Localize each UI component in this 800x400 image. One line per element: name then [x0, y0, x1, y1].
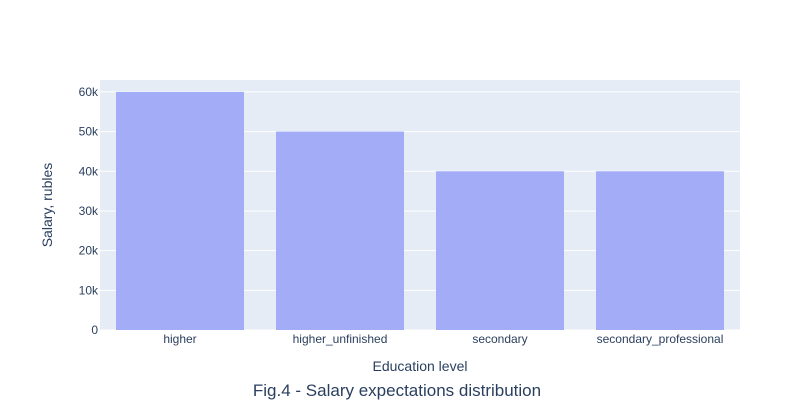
y-tick-label: 50k	[79, 125, 99, 139]
bar-secondary	[436, 171, 564, 330]
y-tick-label: 10k	[79, 283, 99, 297]
bar-secondary-professional	[596, 171, 724, 330]
y-axis-ticks: 0 10k 20k 30k 40k 50k 60k	[79, 85, 99, 337]
bar-higher-unfinished	[276, 131, 404, 330]
x-tick-label: higher	[163, 332, 196, 346]
figure-caption: Fig.4 - Salary expectations distribution	[253, 381, 541, 400]
bars	[116, 91, 724, 331]
x-axis-title: Education level	[373, 358, 468, 374]
y-tick-label: 20k	[79, 244, 99, 258]
y-tick-label: 30k	[79, 204, 99, 218]
y-tick-label: 60k	[79, 85, 99, 99]
x-axis-ticks: higher higher_unfinished secondary secondar…	[163, 332, 723, 346]
y-tick-label: 40k	[79, 164, 99, 178]
x-tick-label: secondary_professional	[597, 332, 724, 346]
y-axis-title: Salary, rubles	[39, 163, 55, 248]
y-tick-label: 0	[91, 323, 98, 337]
bar-higher	[116, 91, 244, 331]
x-tick-label: secondary	[472, 332, 527, 346]
x-tick-label: higher_unfinished	[293, 332, 388, 346]
